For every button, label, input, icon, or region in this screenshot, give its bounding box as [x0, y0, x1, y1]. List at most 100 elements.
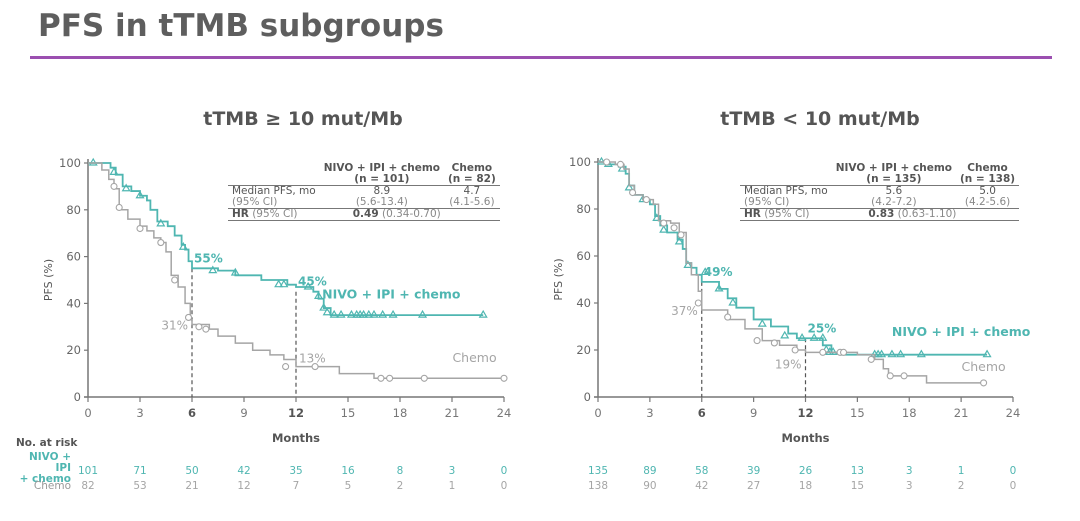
series-label-chemo: Chemo — [962, 359, 1006, 374]
annotation-nivo: 55% — [194, 251, 223, 265]
at-risk-chemo: 0 — [500, 480, 508, 492]
censor-mark-triangle — [624, 182, 634, 191]
censor-mark-circle — [386, 374, 394, 382]
y-tick-label: 100 — [59, 156, 81, 170]
censor-mark-circle — [195, 323, 203, 331]
at-risk-chemo: 18 — [798, 480, 813, 492]
censor-mark-circle — [867, 355, 875, 363]
at-risk-nivo: 3 — [905, 465, 913, 477]
annotation-chemo: 31% — [161, 318, 188, 332]
at-risk-nivo: 0 — [500, 465, 508, 477]
censor-mark-circle — [980, 379, 988, 387]
censor-mark-circle — [839, 348, 848, 356]
at-risk-chemo: 138 — [587, 480, 609, 492]
censor-mark-triangle — [121, 183, 131, 192]
at-risk-chemo: 2 — [957, 480, 965, 492]
at-risk-nivo: 101 — [77, 465, 99, 477]
at-risk-nivo: 16 — [341, 465, 355, 477]
at-risk-chemo: 12 — [237, 480, 251, 492]
x-tick-label: 24 — [497, 406, 512, 420]
stats-table: NIVO + IPI + chemo (n = 135) Chemo (n = 13… — [740, 162, 1020, 221]
censor-mark-circle — [377, 374, 385, 382]
censor-mark-triangle — [714, 283, 724, 292]
chart-title: tTMB ≥ 10 mut/Mb — [203, 108, 403, 130]
col-header-nivo: NIVO + IPI + chemo (n = 135) — [835, 162, 952, 185]
censor-mark-triangle — [683, 260, 693, 268]
censor-mark-triangle — [319, 302, 329, 311]
annotation-nivo: 25% — [808, 321, 837, 335]
y-tick-label: 20 — [576, 343, 591, 357]
y-tick-label: 80 — [576, 202, 591, 216]
censor-mark-circle — [115, 203, 123, 212]
censor-mark-triangle — [896, 349, 906, 358]
censor-mark-triangle — [378, 309, 388, 318]
at-risk-nivo: 0 — [1009, 465, 1017, 477]
censor-mark-triangle — [982, 349, 992, 358]
censor-mark-triangle — [700, 267, 710, 276]
censor-mark-triangle — [156, 218, 166, 227]
slide-title: PFS in tTMB subgroups — [38, 8, 444, 44]
censor-mark-circle — [500, 374, 508, 382]
annotation-chemo: 19% — [775, 357, 802, 371]
censor-mark-triangle — [728, 297, 738, 306]
at-risk-chemo: 27 — [746, 480, 761, 492]
censor-mark-triangle — [877, 349, 887, 358]
censor-mark-circle — [184, 313, 193, 321]
x-tick-label: 9 — [240, 406, 247, 420]
at-risk-nivo: 135 — [587, 465, 609, 477]
censor-mark-triangle — [346, 309, 357, 318]
y-tick-label: 0 — [74, 390, 81, 404]
censor-mark-triangle — [359, 309, 369, 318]
stats-table: NIVO + IPI + chemo (n = 101) Chemo (n = 82… — [228, 163, 500, 221]
at-risk-chemo: 53 — [133, 480, 147, 492]
censor-mark-triangle — [417, 309, 428, 318]
x-axis-label: Months — [272, 431, 320, 445]
annotation-nivo: 49% — [704, 265, 733, 279]
y-tick-label: 0 — [584, 390, 591, 404]
x-tick-label: 12 — [797, 406, 813, 420]
censor-mark-circle — [724, 313, 732, 321]
censor-mark-circle — [157, 239, 165, 247]
chart-panel-low-tmb: tTMB < 10 mut/Mb 0 20 40 60 80 100 0 3 6 9 12 15 18 2… — [510, 0, 1050, 521]
censor-mark-triangle — [279, 279, 289, 288]
at-risk-chemo: 3 — [905, 480, 913, 492]
at-risk-chemo: 2 — [396, 480, 404, 492]
at-risk-chemo: 15 — [850, 480, 865, 492]
censor-mark-circle — [677, 231, 685, 239]
y-tick-label: 80 — [66, 203, 81, 217]
x-tick-label: 15 — [341, 406, 356, 420]
censor-mark-triangle — [388, 309, 398, 318]
y-tick-label: 100 — [569, 155, 591, 169]
at-risk-chemo: 0 — [1009, 480, 1017, 492]
col-header-nivo: NIVO + IPI + chemo (n = 101) — [323, 162, 440, 185]
censor-mark-triangle — [818, 333, 828, 341]
at-risk-nivo: 71 — [133, 465, 147, 477]
hr-value: 0.83 (0.63-1.10) — [831, 208, 1020, 221]
censor-mark-triangle — [109, 167, 119, 175]
x-tick-label: 0 — [84, 406, 91, 420]
y-tick-label: 40 — [66, 296, 81, 310]
at-risk-chemo: 1 — [448, 480, 456, 492]
x-axis-label: Months — [781, 431, 829, 445]
censor-mark-circle — [171, 276, 179, 284]
x-tick-label: 9 — [750, 406, 757, 420]
censor-mark-triangle — [322, 307, 332, 316]
median-pfs-chemo: 4.7 (4.1-5.6) — [443, 185, 500, 209]
y-tick-label: 60 — [66, 250, 81, 264]
censor-mark-triangle — [809, 333, 819, 341]
censor-mark-circle — [900, 372, 908, 380]
median-pfs-nivo: 8.9 (5.6-13.4) — [319, 185, 444, 209]
censor-mark-circle — [282, 363, 290, 371]
median-pfs-label: Median PFS, mo (95% CI) — [228, 185, 320, 209]
censor-mark-circle — [670, 224, 678, 232]
annotation-chemo: 13% — [299, 352, 326, 366]
censor-mark-circle — [886, 372, 894, 380]
censor-mark-triangle — [757, 318, 767, 327]
censor-mark-triangle — [208, 265, 218, 274]
x-tick-label: 0 — [594, 406, 601, 420]
censor-mark-triangle — [828, 347, 838, 355]
col-header-chemo: Chemo (n = 82) — [447, 162, 496, 185]
at-risk-nivo: 42 — [237, 465, 251, 477]
chemo-survival-curve — [598, 161, 984, 384]
censor-mark-triangle — [674, 236, 684, 245]
